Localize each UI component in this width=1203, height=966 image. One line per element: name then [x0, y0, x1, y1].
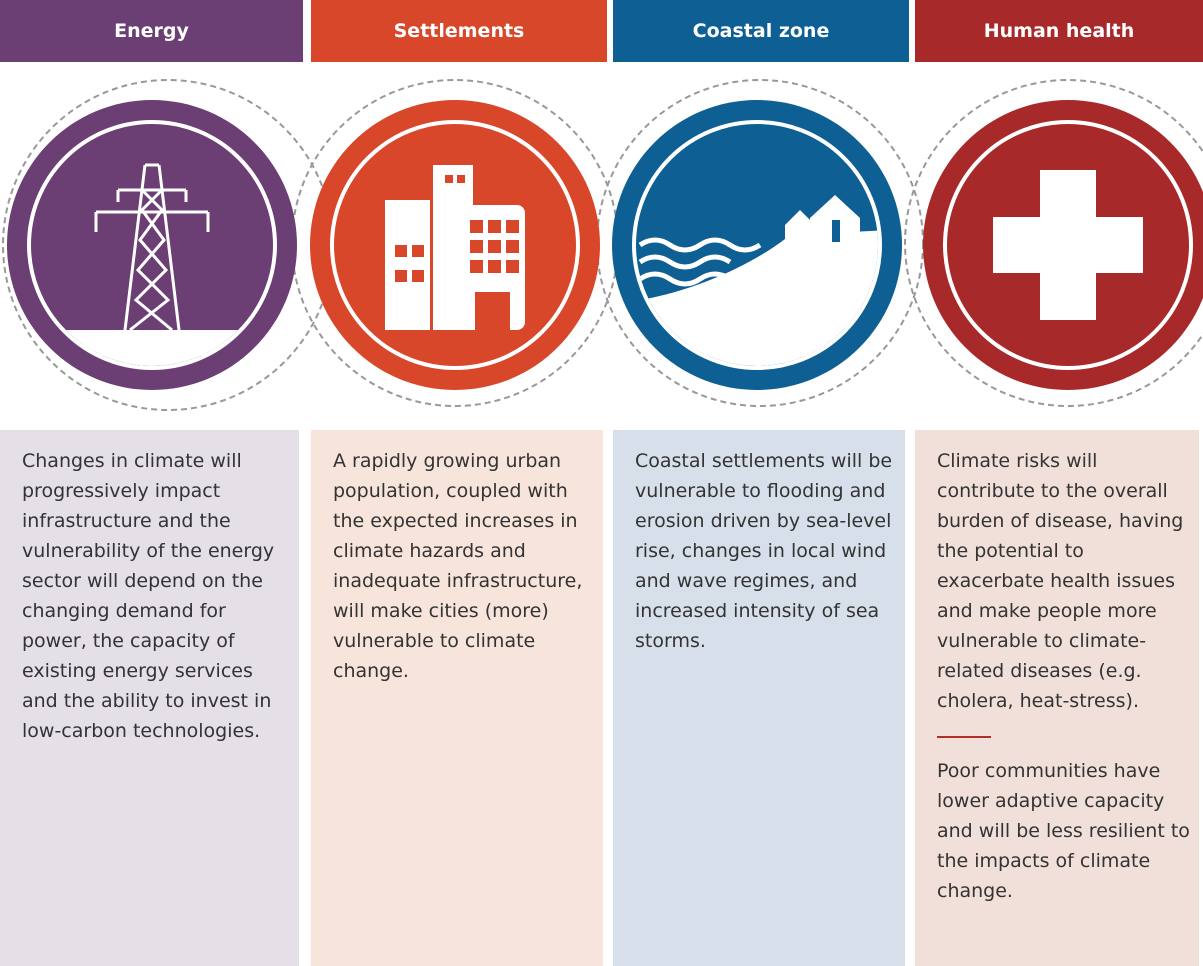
health-icon [923, 100, 1203, 390]
paragraph: Climate risks will contribute to the ove… [937, 450, 1184, 712]
paragraph: A rapidly growing urban population, coup… [333, 450, 583, 682]
column-header: Coastal zone [613, 0, 909, 62]
column-panel: Coastal settlements will be vulnerable t… [613, 430, 905, 966]
paragraph: Coastal settlements will be vulnerable t… [635, 450, 893, 652]
settlements-icon [310, 100, 600, 390]
column-panel: Climate risks will contribute to the ove… [915, 430, 1199, 966]
column-header: Human health [915, 0, 1203, 62]
separator [937, 736, 991, 738]
coastal-icon [612, 100, 902, 390]
column-panel: Changes in climate will progressively im… [0, 430, 299, 966]
paragraph: Poor communities have lower adaptive cap… [937, 760, 1190, 902]
icons [2, 79, 1203, 411]
column-header: Energy [0, 0, 303, 62]
column-panel: A rapidly growing urban population, coup… [311, 430, 603, 966]
energy-icon [7, 100, 297, 390]
column-header: Settlements [311, 0, 607, 62]
paragraph: Changes in climate will progressively im… [22, 450, 275, 742]
